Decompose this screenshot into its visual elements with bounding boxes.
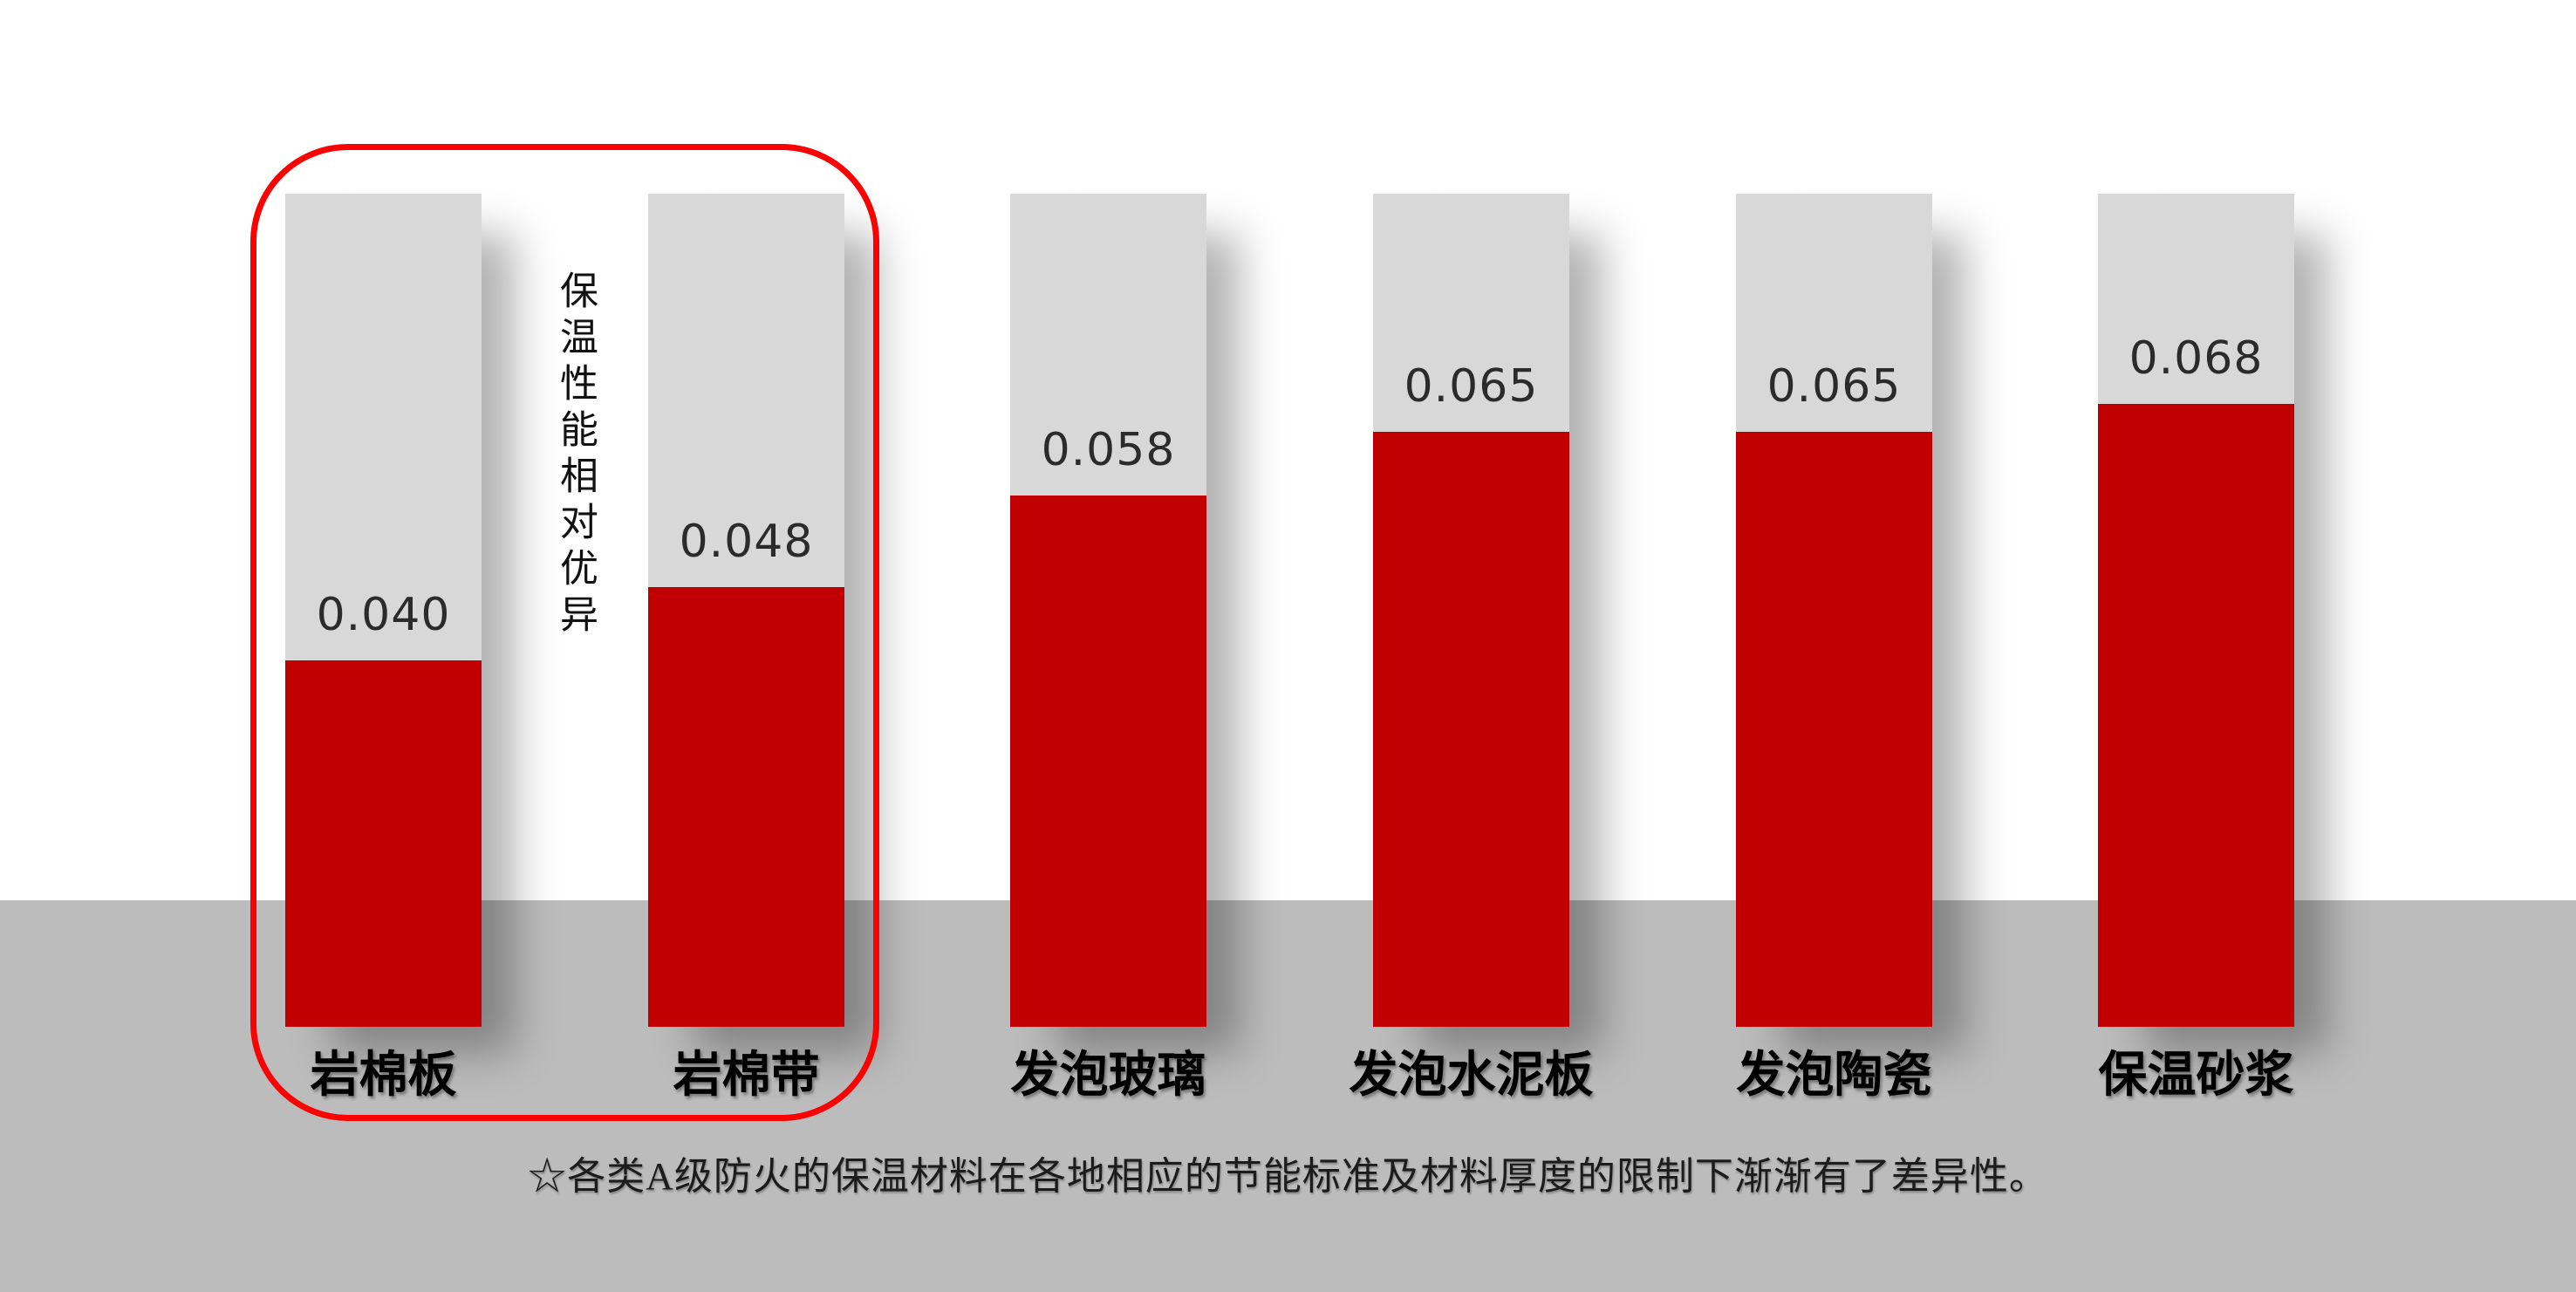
- bar-value-segment: [285, 660, 482, 1027]
- footnote: ☆各类A级防火的保温材料在各地相应的节能标准及材料厚度的限制下渐渐有了差异性。: [528, 1155, 2048, 1198]
- bar-remainder-segment: 0.065: [1373, 194, 1569, 432]
- bar-group-foam-ceramic: 0.065 发泡陶瓷: [1736, 194, 1932, 1103]
- bar-group-rock-wool-board: 0.040 岩棉板: [285, 194, 482, 1103]
- bar-value-label: 0.048: [679, 516, 814, 568]
- highlight-annotation: 保温性能相对优异: [554, 270, 597, 640]
- bar-value-segment: [648, 587, 844, 1027]
- bar-remainder-segment: 0.040: [285, 194, 482, 660]
- bar-group-rock-wool-strip: 0.048 岩棉带: [648, 194, 844, 1103]
- bar-category-label: 保温砂浆: [2098, 1049, 2294, 1103]
- bar-group-foam-glass: 0.058 发泡玻璃: [1010, 194, 1206, 1103]
- bar-remainder-segment: 0.065: [1736, 194, 1932, 432]
- bar-category-label: 发泡玻璃: [1010, 1049, 1206, 1103]
- bar-value-label: 0.040: [316, 589, 451, 641]
- bar-value-segment: [1736, 432, 1932, 1027]
- bar-value-label: 0.065: [1404, 360, 1539, 413]
- bar-group-insulation-mortar: 0.068 保温砂浆: [2098, 194, 2294, 1103]
- bar-value-label: 0.068: [2128, 332, 2264, 385]
- bar-category-label: 岩棉带: [673, 1049, 820, 1103]
- bar-category-label: 发泡陶瓷: [1736, 1049, 1932, 1103]
- bar-value-label: 0.065: [1766, 360, 1902, 413]
- bar-value-label: 0.058: [1041, 424, 1176, 476]
- bar-remainder-segment: 0.068: [2098, 194, 2294, 404]
- bar-remainder-segment: 0.058: [1010, 194, 1206, 496]
- bar-category-label: 岩棉板: [310, 1049, 457, 1103]
- bar-value-segment: [1010, 496, 1206, 1027]
- bar-remainder-segment: 0.048: [648, 194, 844, 587]
- bar-group-foam-cement-board: 0.065 发泡水泥板: [1349, 194, 1594, 1103]
- bar-value-segment: [1373, 432, 1569, 1027]
- bar-category-label: 发泡水泥板: [1349, 1049, 1594, 1103]
- bar-value-segment: [2098, 404, 2294, 1027]
